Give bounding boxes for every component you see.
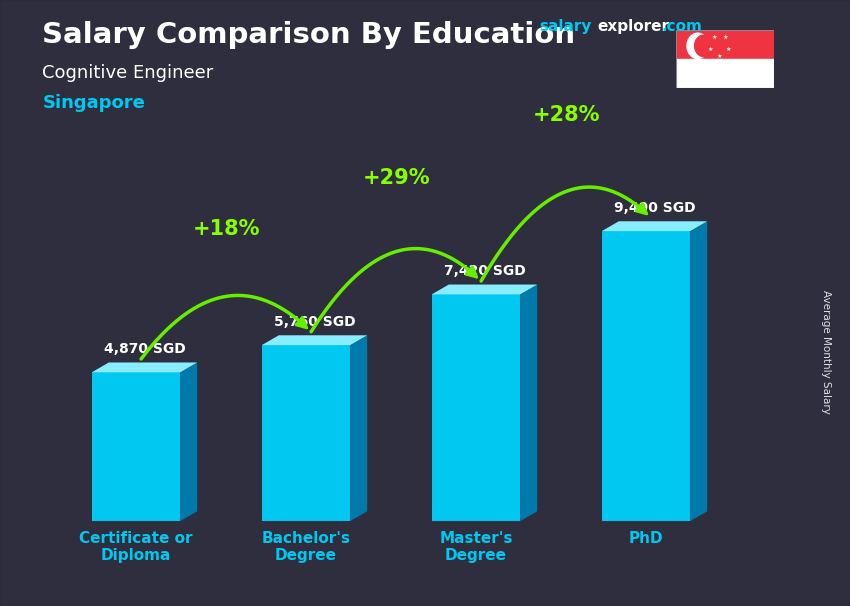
Polygon shape: [690, 221, 707, 521]
Polygon shape: [520, 285, 537, 521]
Text: +18%: +18%: [192, 219, 260, 239]
Circle shape: [694, 35, 712, 56]
Text: 7,420 SGD: 7,420 SGD: [444, 264, 525, 278]
Text: explorer: explorer: [598, 19, 670, 35]
Text: Singapore: Singapore: [42, 94, 145, 112]
Polygon shape: [180, 362, 197, 521]
Polygon shape: [262, 345, 350, 521]
Text: ★: ★: [726, 47, 731, 52]
Circle shape: [687, 33, 709, 59]
Text: +28%: +28%: [532, 105, 600, 125]
Polygon shape: [350, 335, 367, 521]
Text: ★: ★: [717, 55, 722, 59]
Text: ★: ★: [708, 47, 714, 52]
Polygon shape: [432, 285, 537, 295]
Text: 9,490 SGD: 9,490 SGD: [614, 201, 695, 215]
Bar: [676, 59, 774, 88]
Text: ★: ★: [711, 35, 717, 39]
Text: .com: .com: [661, 19, 702, 35]
Text: +29%: +29%: [362, 168, 430, 188]
Polygon shape: [432, 295, 520, 521]
Text: salary: salary: [540, 19, 592, 35]
Text: ★: ★: [722, 35, 728, 39]
Bar: [676, 30, 774, 59]
Polygon shape: [602, 231, 690, 521]
Polygon shape: [602, 221, 707, 231]
Polygon shape: [92, 362, 197, 372]
Text: 5,760 SGD: 5,760 SGD: [274, 315, 355, 329]
Text: Salary Comparison By Education: Salary Comparison By Education: [42, 21, 575, 49]
Text: Average Monthly Salary: Average Monthly Salary: [821, 290, 831, 413]
Polygon shape: [262, 335, 367, 345]
Text: Cognitive Engineer: Cognitive Engineer: [42, 64, 213, 82]
Polygon shape: [92, 372, 180, 521]
Text: 4,870 SGD: 4,870 SGD: [104, 342, 185, 356]
